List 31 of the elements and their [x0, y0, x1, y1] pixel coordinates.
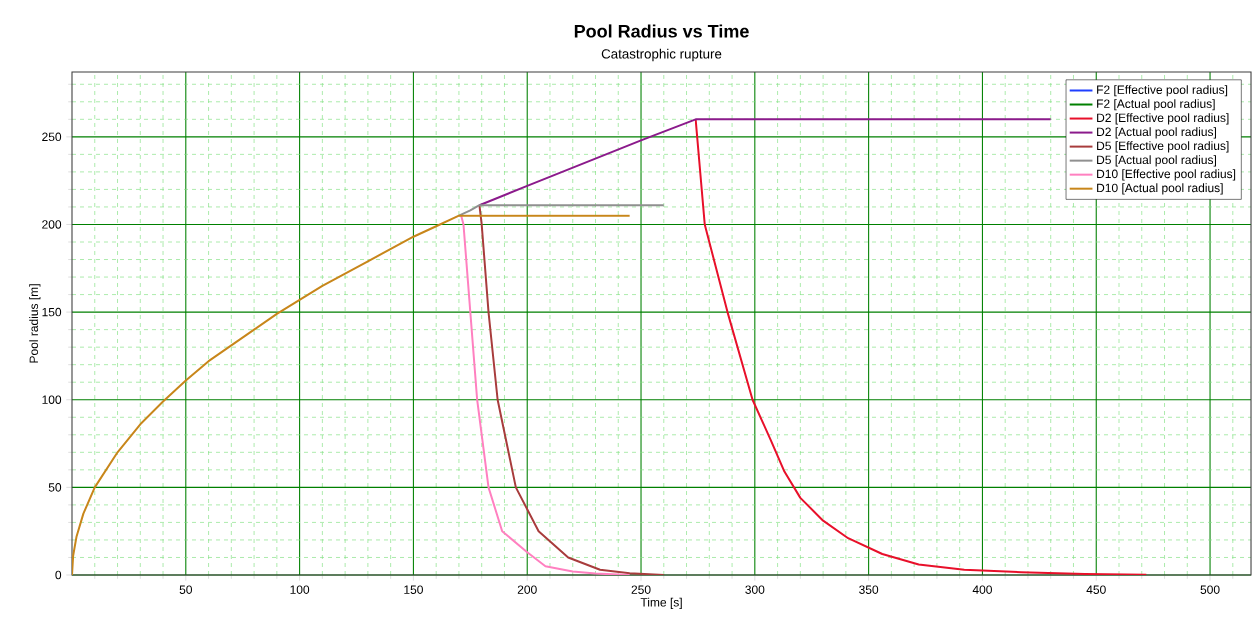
- x-tick-label: 150: [404, 585, 423, 594]
- line-series: [478, 118, 1052, 207]
- legend-label: F2 [Effective pool radius]: [1097, 85, 1228, 97]
- y-tick-label: 200: [42, 220, 62, 229]
- x-tick-label: 200: [517, 585, 537, 594]
- legend-label: D10 [Effective pool radius]: [1097, 169, 1236, 181]
- legend-label: D5 [Effective pool radius]: [1097, 141, 1229, 153]
- x-tick-label: 350: [859, 585, 879, 594]
- y-tick-label: 50: [48, 483, 62, 492]
- x-tick-label: 250: [631, 585, 651, 594]
- legend-label: D2 [Effective pool radius]: [1097, 113, 1229, 125]
- legend-label: F2 [Actual pool radius]: [1097, 99, 1215, 111]
- x-tick-label: 450: [1086, 585, 1106, 594]
- x-tick-label: 500: [1200, 585, 1220, 594]
- y-tick-label: 0: [55, 570, 62, 580]
- x-tick-label: 300: [745, 585, 765, 594]
- x-tick-label: 50: [179, 585, 193, 594]
- chart-subtitle: Catastrophic rupture: [601, 48, 722, 62]
- legend-label: D5 [Actual pool radius]: [1097, 155, 1216, 167]
- x-tick-label: 100: [290, 585, 310, 594]
- line-series: [460, 214, 631, 575]
- x-axis-title: Time [s]: [640, 597, 682, 609]
- chart-title: Pool Radius vs Time: [574, 24, 749, 38]
- legend-label: D2 [Actual pool radius]: [1097, 127, 1216, 139]
- y-tick-label: 100: [42, 395, 62, 404]
- y-tick-label: 150: [42, 307, 62, 317]
- y-axis-title: Pool radius [m]: [29, 284, 41, 363]
- x-tick-label: 400: [972, 585, 992, 594]
- y-tick-label: 250: [42, 132, 62, 142]
- line-series: [478, 204, 665, 575]
- legend-label: D10 [Actual pool radius]: [1097, 183, 1223, 195]
